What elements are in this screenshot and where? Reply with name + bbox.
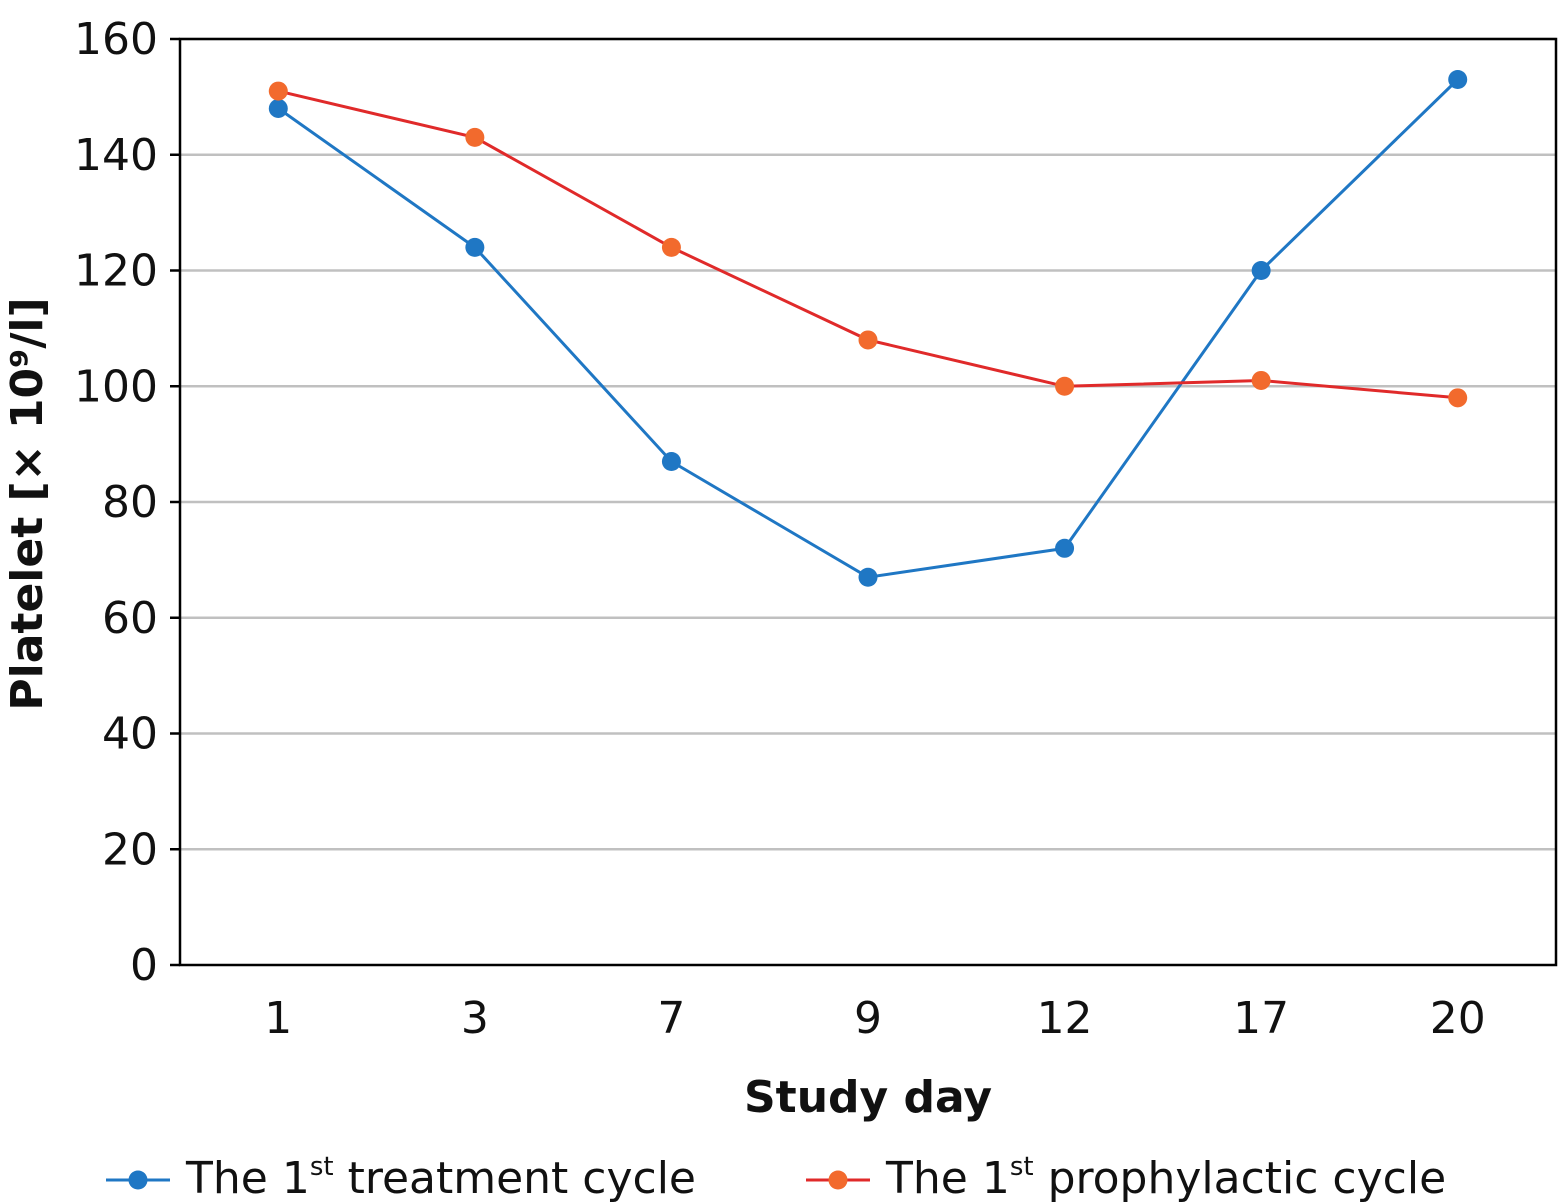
data-point (1448, 70, 1468, 90)
x-tick-label: 7 (657, 993, 685, 1044)
legend-marker-swatch (128, 1170, 148, 1190)
axes (170, 37, 1558, 967)
y-tick-label: 140 (74, 130, 158, 181)
data-point (858, 567, 878, 587)
data-point (465, 127, 485, 147)
x-axis-label: Study day (744, 1072, 992, 1123)
x-tick-label: 9 (854, 993, 882, 1044)
data-point (268, 81, 288, 101)
data-point (661, 451, 681, 471)
y-tick-label: 160 (74, 14, 158, 65)
plot-frame (178, 37, 1558, 967)
y-tick-label: 40 (102, 709, 158, 760)
x-tick-label: 20 (1430, 993, 1486, 1044)
legend: The 1st treatment cycle The 1st prophylac… (106, 1152, 1446, 1204)
data-point (1251, 261, 1271, 280)
data-point (1055, 376, 1075, 396)
x-tick-label: 17 (1233, 993, 1289, 1044)
x-tick-label: 1 (264, 993, 292, 1044)
data-point (1055, 538, 1075, 558)
x-tick-label: 3 (461, 993, 489, 1044)
legend-label: The 1st prophylactic cycle (885, 1152, 1446, 1204)
y-axis-label: Platelet [× 10⁹/l] (2, 297, 53, 710)
y-tick-label: 20 (102, 824, 158, 875)
data-point (465, 237, 485, 257)
data-point (1251, 370, 1271, 390)
y-tick-label: 0 (130, 940, 158, 991)
data-point (858, 330, 878, 350)
legend-item-2: The 1st prophylactic cycle (806, 1152, 1446, 1204)
data-point (661, 237, 681, 257)
y-tick-label: 80 (102, 477, 158, 528)
y-tick-labels: 0 20 40 60 80 100 120 140 160 (74, 14, 158, 991)
legend-marker-swatch (828, 1170, 848, 1190)
data-point (1448, 388, 1468, 408)
series-lines (268, 70, 1468, 587)
x-tick-labels: 1 3 7 9 12 17 20 (264, 993, 1485, 1044)
series-line-2 (277, 89, 1458, 400)
y-tick-label: 100 (74, 361, 158, 412)
y-tick-label: 60 (102, 593, 158, 644)
x-tick-label: 12 (1037, 993, 1093, 1044)
legend-item-1: The 1st treatment cycle (106, 1152, 696, 1204)
gridlines (180, 37, 1556, 851)
legend-label: The 1st treatment cycle (185, 1152, 696, 1204)
y-tick-label: 120 (74, 246, 158, 297)
data-point (268, 98, 288, 118)
